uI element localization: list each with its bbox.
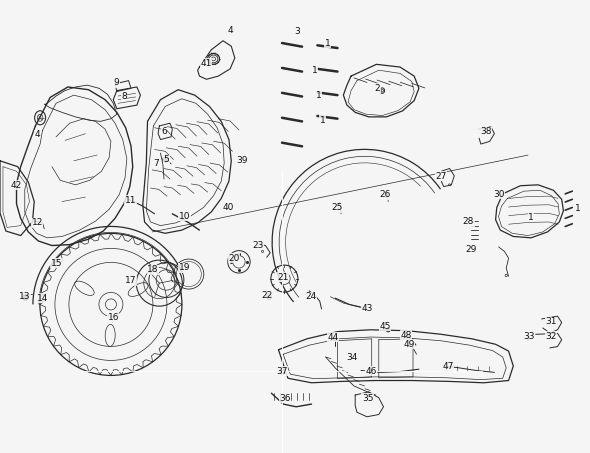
Text: 1: 1 — [312, 66, 317, 75]
Text: 14: 14 — [37, 294, 49, 303]
Text: 30: 30 — [493, 190, 504, 199]
Text: 2: 2 — [375, 84, 381, 93]
Text: 23: 23 — [252, 241, 264, 250]
Text: 37: 37 — [276, 366, 288, 376]
Text: 34: 34 — [346, 353, 358, 362]
Text: 6: 6 — [161, 127, 167, 136]
Text: 3: 3 — [294, 27, 300, 36]
Text: 11: 11 — [124, 196, 136, 205]
Text: 24: 24 — [305, 292, 317, 301]
Text: 5: 5 — [163, 155, 169, 164]
Text: 21: 21 — [277, 273, 289, 282]
Text: 10: 10 — [179, 212, 191, 221]
Text: 33: 33 — [523, 332, 535, 341]
Text: 20: 20 — [228, 254, 240, 263]
Text: 39: 39 — [236, 156, 248, 165]
Text: 41: 41 — [200, 59, 212, 68]
Text: 48: 48 — [400, 331, 412, 340]
Text: 17: 17 — [125, 276, 137, 285]
Text: 1: 1 — [316, 91, 322, 100]
Text: 4: 4 — [227, 26, 233, 35]
Text: 1: 1 — [320, 116, 326, 125]
Text: 27: 27 — [435, 172, 447, 181]
Text: 7: 7 — [153, 159, 159, 169]
Text: 1: 1 — [528, 213, 534, 222]
Text: 44: 44 — [327, 333, 339, 342]
Text: 9: 9 — [113, 78, 119, 87]
Text: 28: 28 — [463, 217, 474, 226]
Text: 36: 36 — [279, 394, 291, 403]
Text: 47: 47 — [442, 362, 454, 371]
Text: 46: 46 — [365, 366, 377, 376]
Text: 49: 49 — [403, 340, 415, 349]
Text: 19: 19 — [179, 263, 191, 272]
Text: 29: 29 — [466, 245, 477, 254]
Text: 1: 1 — [575, 204, 581, 213]
Text: 8: 8 — [121, 92, 127, 101]
Text: 35: 35 — [362, 394, 373, 403]
Text: 43: 43 — [362, 304, 373, 313]
Text: 12: 12 — [31, 218, 43, 227]
Text: 22: 22 — [261, 291, 273, 300]
Text: 4: 4 — [34, 130, 40, 139]
Text: 13: 13 — [19, 292, 31, 301]
Text: 26: 26 — [379, 190, 391, 199]
Text: 42: 42 — [10, 181, 22, 190]
Text: 38: 38 — [480, 127, 491, 136]
Text: 16: 16 — [107, 313, 119, 322]
Text: 15: 15 — [51, 259, 63, 268]
Text: 45: 45 — [379, 322, 391, 331]
Text: 40: 40 — [222, 203, 234, 212]
Text: 32: 32 — [545, 332, 557, 341]
Text: 25: 25 — [332, 203, 343, 212]
Text: 18: 18 — [147, 265, 159, 275]
Text: 31: 31 — [545, 317, 557, 326]
Text: 1: 1 — [324, 39, 330, 48]
